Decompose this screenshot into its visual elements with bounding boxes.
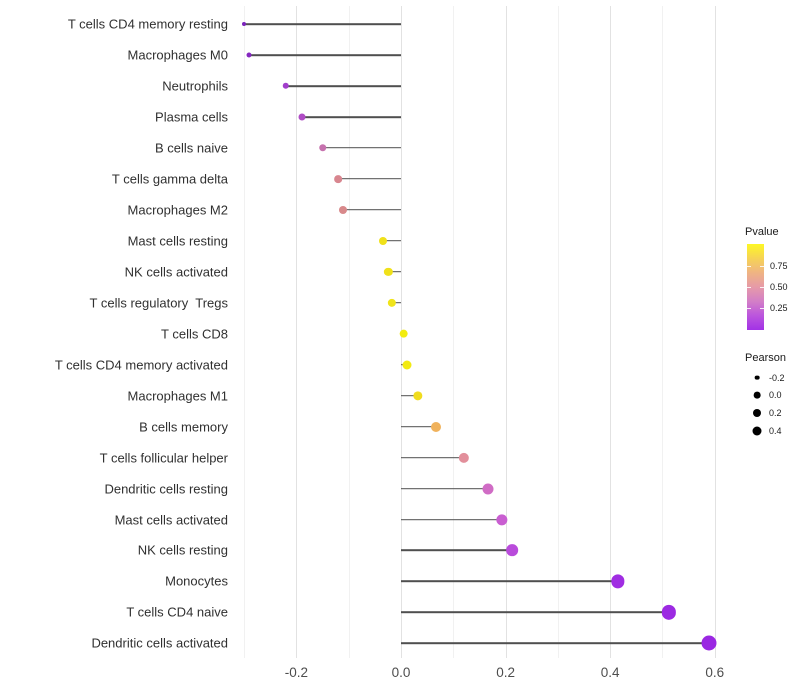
pearson-legend-title: Pearson bbox=[745, 352, 786, 364]
lollipop-stem bbox=[400, 580, 618, 583]
legend-size-dot bbox=[754, 375, 760, 380]
pvalue-colorbar bbox=[747, 244, 764, 330]
lollipop-dot bbox=[701, 635, 716, 651]
gridline-major bbox=[714, 6, 716, 658]
lollipop-stem bbox=[322, 147, 401, 149]
lollipop-stem bbox=[338, 178, 401, 180]
lollipop-dot bbox=[661, 605, 676, 620]
lollipop-dot bbox=[413, 390, 423, 401]
lollipop-stem bbox=[400, 549, 513, 552]
lollipop-dot bbox=[482, 483, 494, 495]
y-axis-label: T cells follicular helper bbox=[99, 450, 228, 466]
pvalue-legend-title: Pvalue bbox=[745, 226, 779, 238]
gridline-major bbox=[296, 6, 298, 658]
lollipop-stem bbox=[383, 239, 401, 242]
lollipop-dot bbox=[496, 513, 508, 526]
y-axis-label: Macrophages M1 bbox=[127, 388, 228, 404]
x-axis-tick-label: 0.0 bbox=[391, 665, 411, 680]
legend-size-label: -0.2 bbox=[769, 372, 785, 383]
x-axis-tick-label: 0.4 bbox=[600, 665, 620, 680]
gridline-minor bbox=[244, 6, 246, 658]
lollipop-stem bbox=[388, 270, 401, 273]
lollipop-stem bbox=[400, 394, 418, 397]
lollipop-stem bbox=[392, 301, 401, 304]
lollipop-dot bbox=[339, 205, 348, 214]
gridline-minor bbox=[557, 6, 559, 658]
colorbar-tick-mark bbox=[747, 266, 751, 268]
lollipop-dot bbox=[334, 175, 343, 183]
legend-size-label: 0.2 bbox=[769, 407, 782, 418]
lollipop-stem bbox=[400, 611, 669, 614]
y-axis-label: Macrophages M0 bbox=[127, 47, 228, 63]
y-axis-label: Monocytes bbox=[165, 573, 228, 589]
legend-size-dot bbox=[752, 426, 762, 436]
y-axis-label: T cells regulatory Tregs bbox=[89, 295, 228, 311]
lollipop-dot bbox=[384, 267, 393, 276]
lollipop-dot bbox=[246, 52, 252, 58]
y-axis-label: NK cells resting bbox=[137, 542, 228, 558]
y-axis-label: B cells naive bbox=[155, 140, 228, 156]
gridline-major bbox=[505, 6, 507, 658]
lollipop-stem bbox=[301, 116, 401, 118]
lollipop-dot bbox=[387, 298, 397, 307]
lollipop-stem bbox=[400, 518, 502, 521]
legend-size-dot bbox=[753, 391, 761, 399]
colorbar-tick-mark bbox=[760, 266, 764, 268]
y-axis-label: Dendritic cells resting bbox=[104, 481, 228, 497]
colorbar-tick-label: 0.50 bbox=[770, 282, 788, 292]
gridline-major bbox=[610, 6, 612, 658]
gridline-minor bbox=[662, 6, 664, 658]
lollipop-stem bbox=[244, 23, 401, 25]
y-axis-label: Dendritic cells activated bbox=[91, 635, 228, 651]
x-axis-tick-label: 0.6 bbox=[705, 665, 725, 680]
lollipop-stem bbox=[285, 85, 401, 87]
lollipop-dot bbox=[610, 574, 625, 589]
lollipop-dot bbox=[318, 144, 327, 152]
y-axis-label: Mast cells resting bbox=[127, 233, 228, 249]
lollipop-stem bbox=[249, 54, 401, 56]
x-axis-tick-label: -0.2 bbox=[284, 665, 309, 680]
y-axis-label: Neutrophils bbox=[162, 78, 228, 94]
y-axis-label: T cells CD4 memory resting bbox=[67, 16, 228, 32]
colorbar-tick-mark bbox=[747, 287, 751, 288]
lollipop-dot bbox=[506, 544, 519, 557]
colorbar-tick-mark bbox=[747, 307, 751, 309]
gridline-minor bbox=[348, 6, 350, 658]
lollipop-dot bbox=[458, 452, 469, 463]
colorbar-tick-mark bbox=[760, 307, 764, 309]
lollipop-dot bbox=[399, 329, 408, 339]
legend-size-label: 0.0 bbox=[769, 390, 782, 401]
lollipop-stem bbox=[400, 425, 437, 428]
legend-size-dot bbox=[753, 408, 761, 417]
y-axis-label: T cells CD8 bbox=[161, 326, 228, 342]
y-axis-label: B cells memory bbox=[139, 419, 228, 435]
y-axis-label: T cells gamma delta bbox=[111, 171, 228, 187]
lollipop-stem bbox=[400, 642, 709, 645]
lollipop-dot bbox=[298, 113, 306, 121]
lollipop-dot bbox=[402, 360, 412, 370]
legend-size-label: 0.4 bbox=[769, 425, 782, 436]
lollipop-dot bbox=[282, 82, 290, 90]
colorbar-tick-label: 0.25 bbox=[770, 302, 788, 313]
lollipop-stem bbox=[343, 209, 401, 211]
gridline-minor bbox=[453, 6, 455, 658]
lollipop-dot bbox=[379, 236, 388, 245]
lollipop-stem bbox=[400, 456, 464, 459]
y-axis-label: T cells CD4 naive bbox=[126, 604, 228, 620]
x-axis-tick-label: 0.2 bbox=[496, 665, 515, 680]
lollipop-stem bbox=[400, 487, 488, 490]
y-axis-label: Mast cells activated bbox=[114, 512, 228, 528]
y-axis-label: NK cells activated bbox=[124, 264, 228, 280]
y-axis-label: Macrophages M2 bbox=[127, 202, 228, 218]
lollipop-dot bbox=[431, 421, 442, 432]
y-axis-label: T cells CD4 memory activated bbox=[54, 357, 228, 373]
lollipop-dot bbox=[242, 22, 247, 26]
colorbar-tick-label: 0.75 bbox=[770, 261, 788, 272]
colorbar-tick-mark bbox=[760, 287, 764, 288]
y-axis-label: Plasma cells bbox=[155, 109, 228, 125]
